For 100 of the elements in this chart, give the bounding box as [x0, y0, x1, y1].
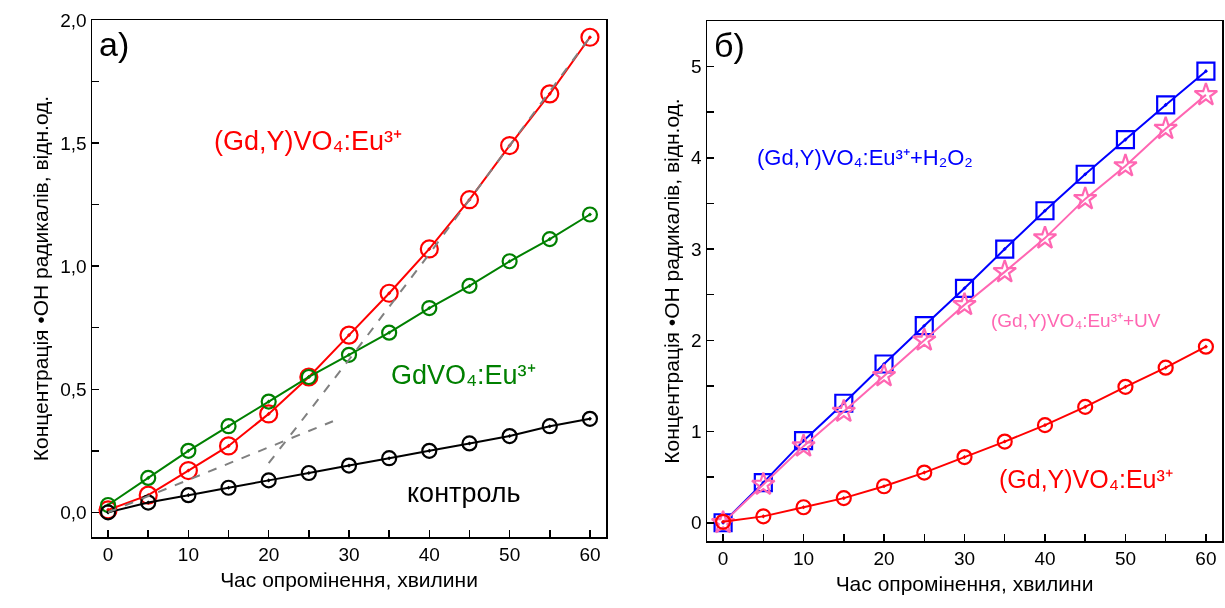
- series-label: контроль: [407, 478, 521, 508]
- point: [381, 324, 398, 341]
- point: [1075, 164, 1095, 184]
- point: [795, 499, 812, 516]
- point: [218, 436, 239, 456]
- text: (Gd,Y)VO₄:Eu³⁺: [214, 126, 403, 156]
- point: [461, 435, 478, 452]
- point: [1196, 61, 1216, 81]
- point: [581, 410, 599, 427]
- point: [1072, 185, 1098, 210]
- point: [580, 27, 600, 47]
- point: [340, 346, 358, 363]
- x-tick-label: 50: [1114, 548, 1137, 570]
- point: [952, 291, 977, 316]
- annotation: а): [99, 25, 130, 63]
- point: [1077, 398, 1094, 415]
- x-tick-label: 0: [717, 548, 729, 570]
- annotation: б): [714, 26, 745, 64]
- point: [541, 418, 558, 435]
- point: [340, 457, 358, 474]
- x-tick-label: 20: [873, 548, 895, 570]
- x-tick-label: 10: [177, 544, 199, 566]
- point: [996, 433, 1013, 450]
- point: [459, 190, 480, 210]
- point: [178, 460, 198, 481]
- x-tick-label: 0: [102, 544, 114, 566]
- point: [461, 277, 478, 294]
- point: [501, 253, 518, 270]
- point: [421, 442, 438, 459]
- x-tick-label: 10: [792, 548, 815, 570]
- point: [501, 427, 518, 445]
- x-tick-label: 40: [418, 544, 440, 566]
- y-axis-title: Концентрація •OH радикалів, відн.од.: [659, 98, 683, 464]
- series-label: (Gd,Y)VO₄:Eu³⁺: [999, 465, 1173, 493]
- point: [421, 299, 438, 317]
- x-tick-label: 20: [258, 544, 280, 566]
- point: [1117, 378, 1134, 395]
- text: (Gd,Y)VO₄:Eu³⁺+H₂O₂: [757, 145, 973, 170]
- point: [1156, 95, 1176, 115]
- y-tick-label: 2,0: [60, 9, 87, 31]
- point: [500, 135, 520, 156]
- point: [260, 393, 277, 410]
- point: [1032, 225, 1058, 249]
- point: [1115, 130, 1136, 150]
- x-axis-title: Час опромінення, хвилини: [220, 568, 478, 592]
- x-axis-title: Час опромінення, хвилини: [835, 572, 1094, 596]
- point: [1035, 201, 1055, 221]
- point: [220, 418, 237, 435]
- point: [1197, 338, 1215, 355]
- point: [220, 479, 237, 496]
- point: [540, 84, 560, 104]
- point: [1153, 115, 1179, 140]
- point: [911, 327, 937, 352]
- y-tick-label: 0,0: [60, 502, 87, 524]
- y-tick-label: 0,5: [60, 378, 87, 400]
- point: [791, 433, 816, 457]
- point: [300, 464, 317, 482]
- x-tick-label: 30: [953, 548, 976, 570]
- y-tick-label: 1,0: [60, 255, 87, 277]
- series-label: (Gd,Y)VO₄:Eu³⁺+UV: [991, 310, 1161, 331]
- point: [995, 239, 1015, 259]
- point: [755, 508, 772, 525]
- y-tick-label: 1: [691, 421, 702, 443]
- y-tick-label: 1,5: [60, 132, 87, 154]
- series-label: GdVO₄:Eu³⁺: [391, 360, 536, 390]
- point: [140, 494, 157, 511]
- y-axis-title: Концентрація •OH радикалів, відн.од.: [28, 95, 52, 462]
- point: [99, 496, 117, 514]
- point: [138, 485, 158, 505]
- point: [835, 490, 852, 507]
- y-tick-label: 2: [691, 329, 702, 351]
- point: [541, 231, 558, 248]
- point: [916, 464, 933, 481]
- x-tick-label: 30: [338, 544, 360, 566]
- y-tick-label: 0: [691, 512, 702, 534]
- x-tick-label: 60: [579, 544, 601, 566]
- point: [260, 472, 277, 489]
- y-tick-label: 3: [691, 238, 702, 260]
- point: [871, 362, 897, 387]
- point: [180, 487, 197, 504]
- y-tick-label: 4: [691, 147, 703, 169]
- point: [1157, 359, 1174, 376]
- point: [180, 442, 197, 459]
- y-tick-label: 5: [691, 56, 702, 78]
- point: [793, 431, 814, 451]
- point: [140, 469, 157, 486]
- point: [875, 478, 893, 495]
- point: [1036, 417, 1054, 434]
- x-tick-label: 60: [1195, 548, 1217, 570]
- point: [831, 398, 857, 423]
- point: [992, 258, 1018, 283]
- point: [1113, 153, 1138, 177]
- point: [954, 278, 975, 298]
- x-tick-label: 40: [1034, 548, 1056, 570]
- point: [379, 283, 399, 303]
- point: [339, 325, 359, 345]
- point: [1193, 81, 1219, 106]
- x-tick-label: 50: [499, 544, 521, 566]
- point: [581, 206, 599, 223]
- point: [259, 404, 279, 424]
